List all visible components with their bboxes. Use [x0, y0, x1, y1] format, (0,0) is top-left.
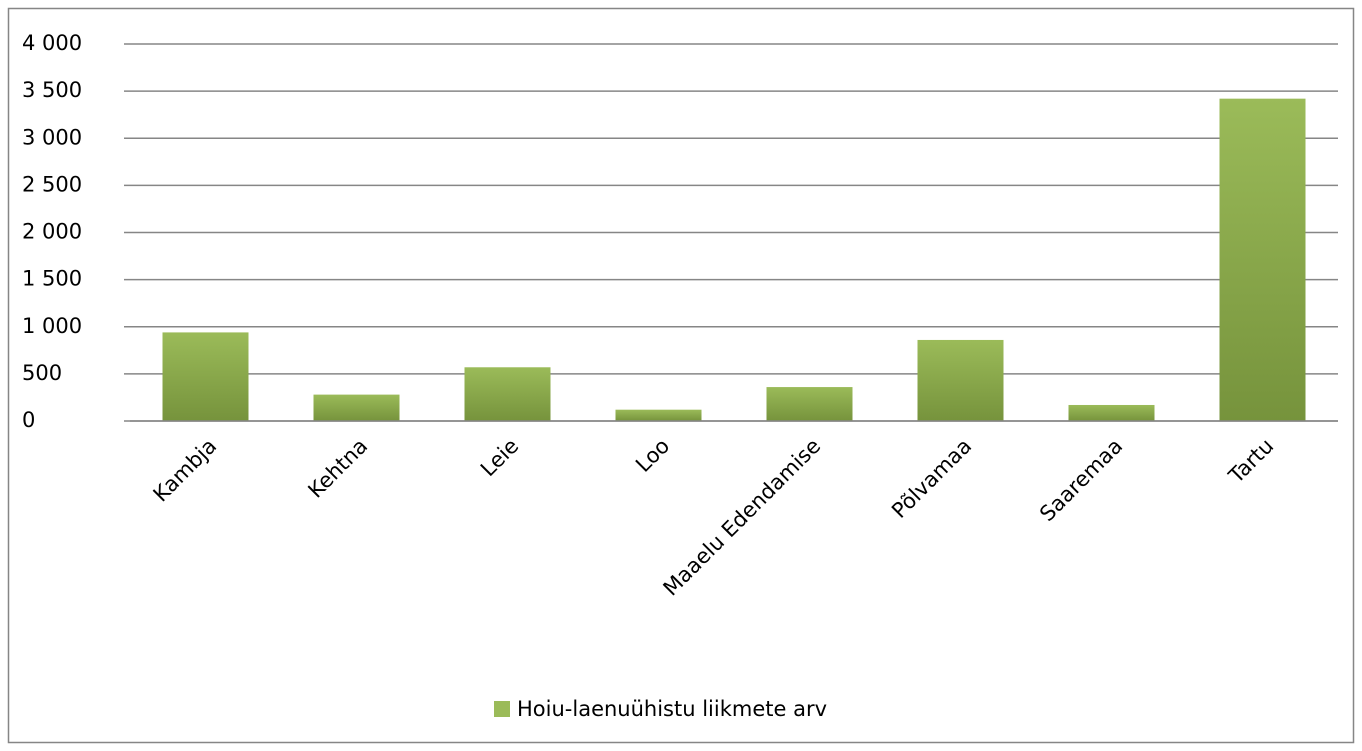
y-tick-label: 500	[22, 361, 62, 385]
bar	[1219, 98, 1306, 421]
y-tick-label: 3 500	[22, 78, 82, 102]
y-tick-label: 2 000	[22, 220, 82, 244]
y-tick-label: 4 000	[22, 31, 82, 55]
y-tick-label: 3 000	[22, 125, 82, 149]
y-tick-label: 1 500	[22, 267, 82, 291]
y-tick-label: 0	[22, 408, 35, 432]
bar	[1068, 404, 1155, 421]
bar	[162, 332, 249, 421]
bar	[917, 339, 1004, 421]
y-tick-label: 2 500	[22, 172, 82, 196]
bar	[313, 394, 400, 421]
bar	[615, 409, 702, 421]
legend-label: Hoiu-laenuühistu liikmete arv	[517, 697, 827, 721]
legend-swatch	[494, 701, 510, 717]
y-tick-label: 1 000	[22, 314, 82, 338]
bar	[766, 387, 853, 421]
bar	[464, 367, 551, 421]
